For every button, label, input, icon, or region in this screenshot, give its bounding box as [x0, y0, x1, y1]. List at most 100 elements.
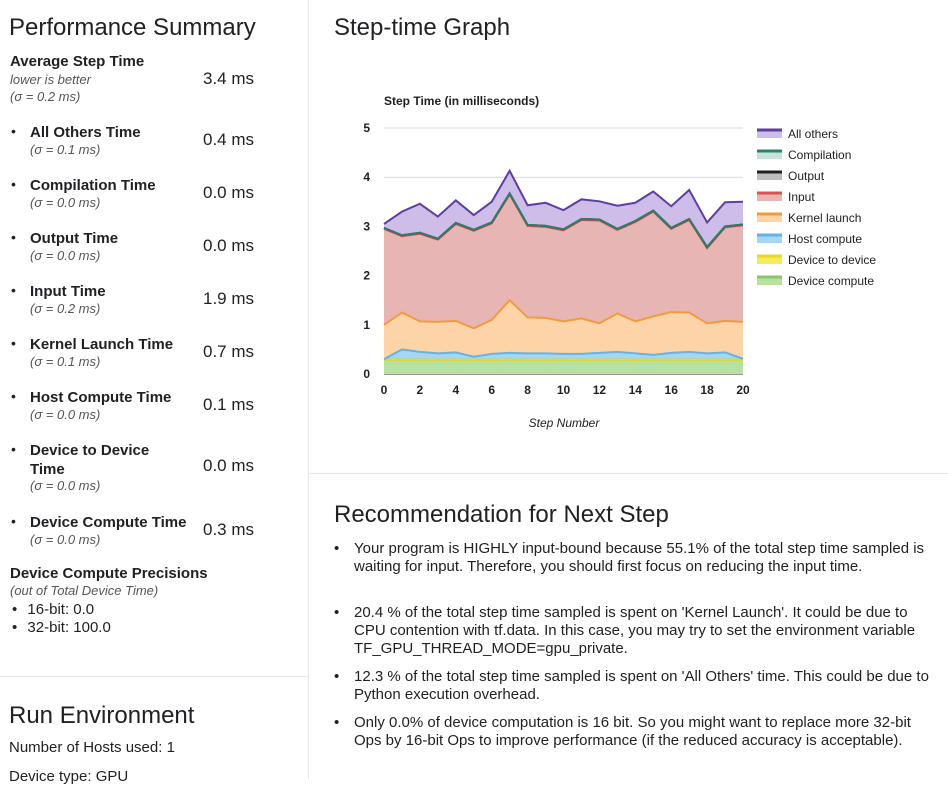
chart-legend: All others Compilation Output Input Kernel l… — [757, 127, 876, 288]
metric-sigma: (σ = 0.2 ms) — [30, 301, 101, 316]
x-axis-ticks: 0 2 4 6 8 10 12 14 16 18 20 — [381, 383, 750, 397]
bullet: • — [11, 229, 16, 245]
legend-label: Device to device — [788, 253, 876, 267]
x-tick-label: 18 — [700, 383, 714, 397]
run-environment-title: Run Environment — [9, 702, 195, 729]
metric-value: 1.9 ms — [203, 289, 255, 308]
metric-sigma: (σ = 0.1 ms) — [30, 354, 101, 369]
legend-item-host-compute: Host compute — [757, 232, 862, 246]
metric-value: 0.0 ms — [203, 456, 255, 475]
recommendation-text: 12.3 % of the total step time sampled is… — [354, 668, 929, 703]
metric-label: Device Compute Time — [30, 514, 187, 531]
metric-label: Output Time — [30, 230, 119, 247]
legend-label: Compilation — [788, 148, 851, 162]
device-type: Device type: GPU — [9, 768, 129, 785]
recommendation-text: 20.4 % of the total step time sampled is… — [354, 604, 916, 657]
x-tick-label: 8 — [524, 383, 531, 397]
metric-sigma: (σ = 0.0 ms) — [30, 478, 101, 493]
metric-value: 0.0 ms — [203, 183, 255, 202]
bullet: • — [334, 668, 340, 685]
legend-swatch — [757, 193, 782, 201]
recommendation-panel: Recommendation for Next Step • Your prog… — [310, 475, 948, 779]
legend-label: Host compute — [788, 232, 862, 246]
legend-item-input: Input — [757, 190, 815, 204]
recommendation-text: Only 0.0% of device computation is 16 bi… — [354, 714, 911, 749]
y-tick-label: 3 — [363, 219, 370, 233]
performance-summary-title: Performance Summary — [9, 14, 256, 41]
x-tick-label: 0 — [381, 383, 388, 397]
metric-label: All Others Time — [30, 124, 141, 141]
step-time-graph-title: Step-time Graph — [334, 14, 511, 41]
legend-swatch — [757, 130, 782, 138]
area-device-compute — [384, 359, 743, 374]
metric-label: Device to Device Time — [30, 442, 150, 478]
legend-swatch — [757, 151, 782, 159]
y-tick-label: 5 — [363, 121, 370, 135]
legend-swatch — [757, 172, 782, 180]
legend-label: Kernel launch — [788, 211, 861, 225]
metric-label: Compilation Time — [30, 177, 156, 194]
precisions-title: Device Compute Precisions — [10, 565, 208, 582]
y-axis-ticks: 0 1 2 3 4 5 — [363, 121, 370, 381]
x-tick-label: 12 — [593, 383, 607, 397]
legend-label: Output — [788, 169, 825, 183]
y-tick-label: 2 — [363, 269, 370, 283]
metric-label: Kernel Launch Time — [30, 336, 174, 353]
legend-swatch — [757, 277, 782, 285]
average-step-time-note: lower is better — [10, 72, 91, 87]
performance-summary-panel: Performance Summary Average Step Time lo… — [0, 0, 309, 785]
metric-sigma: (σ = 0.0 ms) — [30, 195, 101, 210]
line-all-others — [383, 168, 744, 225]
metric-sigma: (σ = 0.0 ms) — [30, 407, 101, 422]
bullet: • — [11, 388, 16, 404]
hosts-used: Number of Hosts used: 1 — [9, 739, 175, 756]
y-tick-label: 1 — [363, 318, 370, 332]
average-step-time-value: 3.4 ms — [203, 69, 255, 88]
bullet: • — [11, 282, 16, 298]
x-tick-label: 4 — [452, 383, 459, 397]
average-step-time-sigma: (σ = 0.2 ms) — [10, 89, 81, 104]
metric-sigma: (σ = 0.1 ms) — [30, 142, 101, 157]
chart-title: Step Time (in milliseconds) — [384, 94, 539, 108]
bullet: • — [11, 176, 16, 192]
metric-label: Input Time — [30, 283, 106, 300]
legend-item-all-others: All others — [757, 127, 838, 141]
metric-sigma: (σ = 0.0 ms) — [30, 248, 101, 263]
metric-value: 0.1 ms — [203, 395, 255, 414]
area-input — [384, 194, 743, 329]
recommendation-title: Recommendation for Next Step — [334, 501, 669, 528]
legend-item-kernel-launch: Kernel launch — [757, 211, 861, 225]
recommendation-text: Your program is HIGHLY input-bound becau… — [354, 540, 925, 575]
divider — [0, 676, 309, 677]
x-tick-label: 2 — [417, 383, 424, 397]
metric-value: 0.0 ms — [203, 236, 255, 255]
legend-swatch — [757, 256, 782, 264]
precisions-subtitle: (out of Total Device Time) — [10, 583, 159, 598]
bullet: • — [11, 123, 16, 139]
line-host-compute — [383, 348, 744, 361]
legend-label: Device compute — [788, 274, 874, 288]
x-tick-label: 14 — [629, 383, 643, 397]
bullet: • — [11, 513, 16, 529]
line-kernel-launch — [383, 298, 744, 330]
metric-value: 0.4 ms — [203, 130, 255, 149]
bullet: • — [334, 604, 340, 621]
legend-item-compilation: Compilation — [757, 148, 851, 162]
chart-lines — [383, 168, 744, 361]
metric-value: 0.3 ms — [203, 520, 255, 539]
legend-item-output: Output — [757, 169, 825, 183]
area-all-others — [384, 170, 743, 248]
legend-item-device-compute: Device compute — [757, 274, 874, 288]
precision-item: • 16-bit: 0.0 — [12, 601, 95, 618]
y-tick-label: 0 — [363, 367, 370, 381]
legend-label: All others — [788, 127, 838, 141]
legend-swatch — [757, 235, 782, 243]
x-tick-label: 6 — [488, 383, 495, 397]
bullet: • — [11, 441, 16, 457]
x-tick-label: 10 — [557, 383, 571, 397]
x-tick-label: 20 — [736, 383, 750, 397]
chart-areas — [384, 170, 743, 374]
line-compilation — [383, 191, 744, 249]
metric-label: Host Compute Time — [30, 389, 172, 406]
